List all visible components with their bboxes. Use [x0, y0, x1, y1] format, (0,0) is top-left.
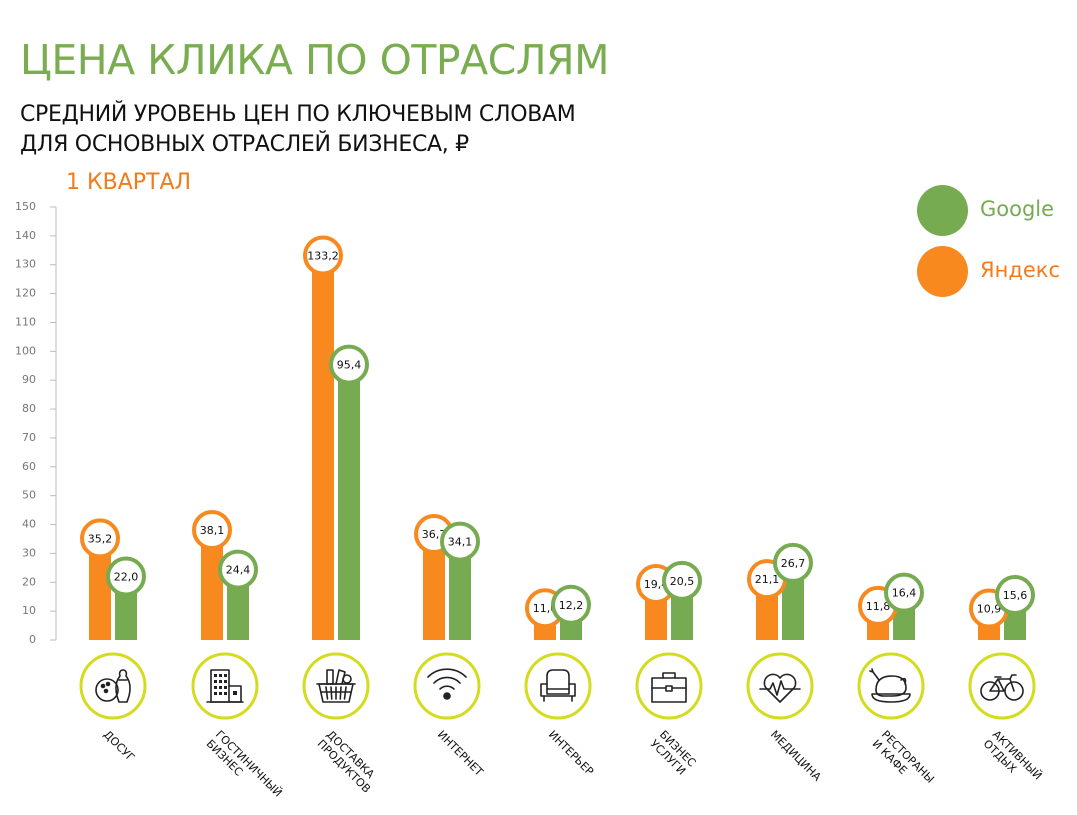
subtitle-line-2: ДЛЯ ОСНОВНЫХ ОТРАСЛЕЙ БИЗНЕСА, ₽: [20, 132, 469, 157]
category-icon-ring: [302, 652, 370, 720]
y-tick-label: 30: [22, 546, 36, 559]
legend-swatch-yandex: [917, 246, 968, 297]
category-label: ИНТЕРЬЕР: [546, 728, 596, 778]
y-tick-label: 10: [22, 604, 36, 617]
category-icon-ring: [79, 652, 147, 720]
category-label: ДОСУГ: [101, 728, 138, 765]
value-bubble-google: [884, 572, 924, 613]
value-label-google: 16,4: [892, 587, 917, 600]
category-label: АКТИВНЫЙОТДЫХ: [981, 728, 1045, 792]
y-tick-label: 100: [15, 344, 36, 357]
page-subtitle: СРЕДНИЙ УРОВЕНЬ ЦЕН ПО КЛЮЧЕВЫМ СЛОВАМ Д…: [20, 100, 576, 160]
value-bubble-yandex: [303, 235, 343, 276]
value-bubble-google: [218, 549, 258, 590]
value-label-google: 12,2: [559, 599, 584, 612]
category-label: РЕСТОРАНЫИ КАФЕ: [870, 728, 937, 795]
value-bubble-google: [329, 344, 369, 385]
legend-label-google: Google: [980, 197, 1055, 221]
y-tick-label: 20: [22, 575, 36, 588]
bar-google: [338, 364, 360, 640]
value-label-google: 22,0: [114, 570, 139, 583]
bicycle-icon: [980, 674, 1024, 701]
hotel-building-icon: [206, 669, 244, 703]
category-label: МЕДИЦИНА: [768, 728, 824, 784]
value-bubble-yandex: [192, 510, 232, 551]
y-tick-label: 140: [15, 229, 36, 242]
briefcase-icon: [651, 672, 687, 703]
value-label-yandex: 38,1: [200, 524, 225, 537]
y-tick-label: 50: [22, 489, 36, 502]
value-label-google: 26,7: [781, 557, 806, 570]
subtitle-line-1: СРЕДНИЙ УРОВЕНЬ ЦЕН ПО КЛЮЧЕВЫМ СЛОВАМ: [20, 102, 576, 127]
y-tick-label: 70: [22, 431, 36, 444]
category-label-line: МЕДИЦИНА: [768, 728, 824, 784]
y-tick-label: 60: [22, 460, 36, 473]
bar-google: [782, 562, 804, 640]
value-label-yandex: 36,7: [422, 528, 447, 541]
value-label-yandex: 35,2: [88, 532, 113, 545]
value-bubble-google: [662, 560, 702, 601]
value-label-google: 15,6: [1003, 589, 1028, 602]
value-bubble-google: [551, 584, 591, 625]
value-label-yandex: 11,8: [866, 600, 891, 613]
armchair-icon: [540, 669, 576, 702]
bar-yandex: [201, 530, 223, 640]
value-label-google: 20,5: [670, 575, 695, 588]
roast-chicken-icon: [869, 668, 911, 703]
y-tick-label: 40: [22, 518, 36, 531]
category-icon-ring: [524, 652, 592, 720]
category-label: БИЗНЕСУСЛУГИ: [648, 728, 699, 779]
y-tick-label: 120: [15, 287, 36, 300]
category-icon-ring: [857, 652, 925, 720]
category-label: ГОСТИНИЧНЫЙБИЗНЕС: [204, 728, 285, 809]
period-label: 1 КВАРТАЛ: [66, 170, 192, 195]
category-label: ДОСТАВКАПРОДУКТОВ: [315, 728, 383, 796]
value-bubble-google: [773, 542, 813, 583]
category-label-line: ИНТЕРНЕТ: [435, 728, 486, 779]
value-label-yandex: 133,2: [307, 249, 339, 262]
bar-yandex: [312, 255, 334, 640]
y-tick-label: 130: [15, 258, 36, 271]
category-label: ИНТЕРНЕТ: [435, 728, 486, 779]
bar-google: [449, 541, 471, 640]
value-label-yandex: 10,9: [977, 603, 1002, 616]
value-bubble-yandex: [80, 518, 120, 559]
value-bubble-google: [995, 574, 1035, 615]
heart-pulse-icon: [759, 673, 801, 703]
y-tick-label: 0: [29, 633, 36, 646]
value-label-google: 95,4: [337, 359, 362, 372]
category-label-line: ИНТЕРЬЕР: [546, 728, 596, 778]
category-label-line: ДОСУГ: [101, 728, 138, 765]
legend-label-yandex: Яндекс: [980, 258, 1060, 282]
bar-yandex: [423, 534, 445, 640]
bowling-icon: [95, 669, 131, 703]
value-label-google: 24,4: [226, 564, 251, 577]
legend-item-google: Google: [917, 185, 1077, 237]
value-label-google: 34,1: [448, 536, 473, 549]
value-bubble-google: [440, 521, 480, 562]
wifi-icon: [427, 668, 467, 700]
y-tick-label: 80: [22, 402, 36, 415]
grocery-basket-icon: [316, 669, 356, 703]
value-bubble-google: [106, 556, 146, 597]
y-tick-label: 110: [15, 315, 36, 328]
bar-yandex: [89, 538, 111, 640]
legend-item-yandex: Яндекс: [917, 246, 1077, 298]
page-title: ЦЕНА КЛИКА ПО ОТРАСЛЯМ: [20, 36, 610, 84]
value-label-yandex: 21,1: [755, 573, 780, 586]
y-tick-label: 150: [15, 200, 36, 213]
legend-swatch-google: [917, 185, 968, 236]
y-tick-label: 90: [22, 373, 36, 386]
